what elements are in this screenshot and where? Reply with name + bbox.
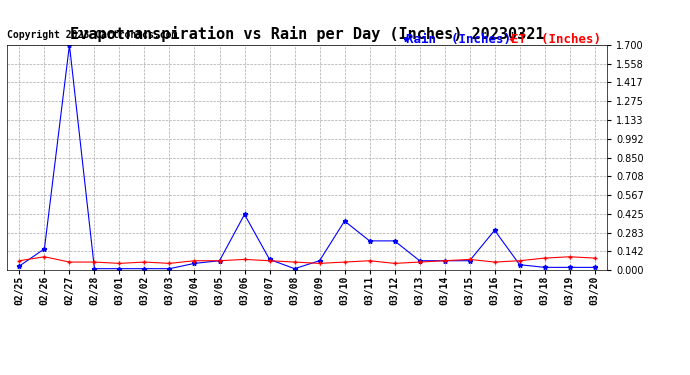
ET  (Inches): [140, 260, 148, 264]
ET  (Inches): [266, 258, 274, 263]
ET  (Inches): [40, 255, 48, 259]
ET  (Inches): [15, 258, 23, 263]
ET  (Inches): [215, 258, 224, 263]
Rain  (Inches): [466, 258, 474, 263]
Text: Copyright 2023 Cartronics.com: Copyright 2023 Cartronics.com: [7, 30, 177, 40]
Rain  (Inches): [40, 247, 48, 251]
Rain  (Inches): [566, 265, 574, 270]
ET  (Inches): [240, 257, 248, 262]
ET  (Inches): [315, 261, 324, 266]
Rain  (Inches): [166, 266, 174, 271]
ET  (Inches): [466, 257, 474, 262]
ET  (Inches): [491, 260, 499, 264]
Rain  (Inches): [315, 258, 324, 263]
Rain  (Inches): [15, 264, 23, 268]
Rain  (Inches): [340, 219, 348, 223]
ET  (Inches): [115, 261, 124, 266]
ET  (Inches): [340, 260, 348, 264]
ET  (Inches): [290, 260, 299, 264]
Rain  (Inches): [366, 238, 374, 243]
Rain  (Inches): [215, 258, 224, 263]
Rain  (Inches): [440, 258, 449, 263]
Rain  (Inches): [540, 265, 549, 270]
Rain  (Inches): [190, 261, 199, 266]
Rain  (Inches): [115, 266, 124, 271]
ET  (Inches): [166, 261, 174, 266]
Legend: Rain  (Inches), ET  (Inches): Rain (Inches), ET (Inches): [406, 33, 601, 46]
Title: Evapotranspiration vs Rain per Day (Inches) 20230321: Evapotranspiration vs Rain per Day (Inch…: [70, 27, 544, 42]
Rain  (Inches): [415, 258, 424, 263]
Rain  (Inches): [90, 266, 99, 271]
Rain  (Inches): [66, 43, 74, 47]
Rain  (Inches): [240, 212, 248, 217]
ET  (Inches): [566, 255, 574, 259]
ET  (Inches): [391, 261, 399, 266]
Rain  (Inches): [515, 262, 524, 267]
Rain  (Inches): [491, 228, 499, 232]
ET  (Inches): [440, 258, 449, 263]
ET  (Inches): [515, 258, 524, 263]
ET  (Inches): [540, 256, 549, 260]
Rain  (Inches): [140, 266, 148, 271]
Line: Rain  (Inches): Rain (Inches): [17, 43, 597, 271]
ET  (Inches): [190, 258, 199, 263]
Rain  (Inches): [290, 266, 299, 271]
ET  (Inches): [415, 260, 424, 264]
Rain  (Inches): [591, 265, 599, 270]
ET  (Inches): [591, 256, 599, 260]
Line: ET  (Inches): ET (Inches): [17, 254, 597, 266]
ET  (Inches): [90, 260, 99, 264]
ET  (Inches): [66, 260, 74, 264]
Rain  (Inches): [391, 238, 399, 243]
Rain  (Inches): [266, 257, 274, 262]
ET  (Inches): [366, 258, 374, 263]
